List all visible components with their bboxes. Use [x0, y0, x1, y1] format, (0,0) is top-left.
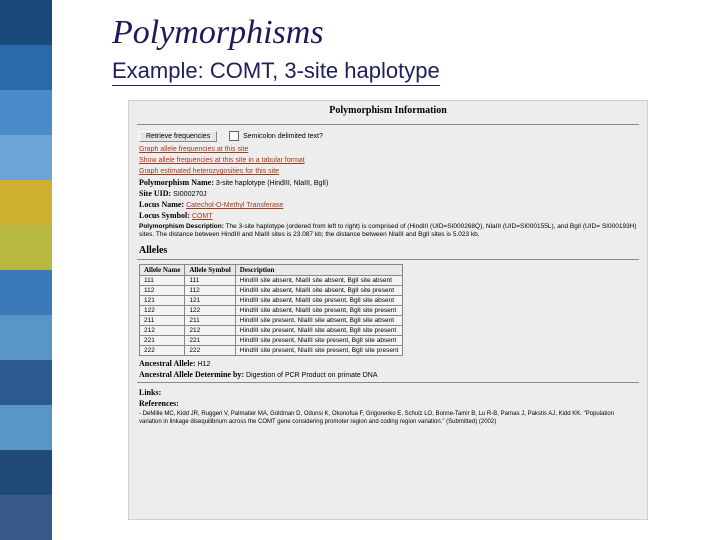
th-allele-symbol: Allele Symbol	[185, 265, 235, 276]
locus-symbol-link[interactable]: COMT	[192, 213, 213, 220]
table-cell: 112	[140, 286, 185, 296]
table-cell: 111	[140, 276, 185, 286]
table-cell: 122	[185, 306, 235, 316]
refs-text: - DeMille MC, Kidd JR, Ruggeri V, Palmat…	[129, 409, 647, 428]
th-allele-name: Allele Name	[140, 265, 185, 276]
table-cell: 111	[185, 276, 235, 286]
locus-name-label: Locus Name:	[139, 200, 184, 209]
table-cell: HindIII site present, NlaIII site presen…	[235, 346, 403, 356]
link-show-tabular[interactable]: Show allele frequencies at this site in …	[139, 157, 305, 164]
table-row: 112112HindIII site absent, NlaIII site a…	[140, 286, 403, 296]
table-row: 122122HindIII site absent, NlaIII site p…	[140, 306, 403, 316]
link-graph-het[interactable]: Graph estimated heterozygosities for thi…	[139, 168, 279, 175]
semicolon-label: Semicolon delimited text?	[243, 133, 323, 140]
table-cell: HindIII site absent, NlaIII site present…	[235, 306, 403, 316]
table-row: 211211HindIII site present, NlaIII site …	[140, 316, 403, 326]
semicolon-checkbox[interactable]	[229, 131, 239, 141]
table-cell: 221	[140, 336, 185, 346]
locus-name-link[interactable]: Catechol-O-Methyl Transferase	[186, 202, 283, 209]
panel-title: Polymorphism Information	[129, 101, 647, 122]
table-cell: 222	[140, 346, 185, 356]
table-cell: HindIII site absent, NlaIII site absent,…	[235, 276, 403, 286]
table-cell: HindIII site absent, NlaIII site present…	[235, 296, 403, 306]
ancestral-allele-label: Ancestral Allele:	[139, 359, 196, 368]
th-description: Description	[235, 265, 403, 276]
site-uid-value: SI000270J	[173, 191, 206, 198]
allele-table: Allele Name Allele Symbol Description 11…	[139, 264, 403, 356]
ancestral-det-value: Digestion of PCR Product on primate DNA	[246, 372, 378, 379]
locus-symbol-label: Locus Symbol:	[139, 211, 190, 220]
table-cell: 121	[185, 296, 235, 306]
retrieve-row: Retrieve frequencies Semicolon delimited…	[129, 129, 647, 144]
table-cell: 112	[185, 286, 235, 296]
poly-name-value: 3-site haplotype (HindIII, NlaIII, BglI)	[216, 180, 328, 187]
poly-name-label: Polymorphism Name:	[139, 178, 214, 187]
links-label: Links:	[139, 388, 161, 397]
table-row: 121121HindIII site absent, NlaIII site p…	[140, 296, 403, 306]
slide-body: Polymorphisms Example: COMT, 3-site hapl…	[52, 0, 720, 540]
table-row: 221221HindIII site present, NlaIII site …	[140, 336, 403, 346]
table-row: 212212HindIII site present, NlaIII site …	[140, 326, 403, 336]
retrieve-button[interactable]: Retrieve frequencies	[139, 131, 217, 142]
table-cell: 211	[185, 316, 235, 326]
table-cell: 212	[140, 326, 185, 336]
site-uid-label: Site UID:	[139, 189, 171, 198]
table-cell: 222	[185, 346, 235, 356]
table-cell: 212	[185, 326, 235, 336]
table-cell: HindIII site present, NlaIII site absent…	[235, 326, 403, 336]
table-cell: 221	[185, 336, 235, 346]
link-graph-allele[interactable]: Graph allele frequencies at this site	[139, 146, 248, 153]
table-cell: HindIII site present, NlaIII site presen…	[235, 336, 403, 346]
table-cell: 122	[140, 306, 185, 316]
table-row: 111111HindIII site absent, NlaIII site a…	[140, 276, 403, 286]
table-cell: HindIII site present, NlaIII site absent…	[235, 316, 403, 326]
table-cell: 121	[140, 296, 185, 306]
table-cell: HindIII site absent, NlaIII site absent,…	[235, 286, 403, 296]
alleles-section-title: Alleles	[129, 241, 647, 257]
slide-title: Polymorphisms	[112, 14, 324, 52]
table-cell: 211	[140, 316, 185, 326]
table-row: 222222HindIII site present, NlaIII site …	[140, 346, 403, 356]
polymorphism-info-panel: Polymorphism Information Retrieve freque…	[128, 100, 648, 520]
poly-desc-label: Polymorphism Description:	[139, 223, 224, 230]
ancestral-allele-value: H12	[198, 361, 211, 368]
refs-label: References:	[139, 399, 179, 408]
slide-subtitle: Example: COMT, 3-site haplotype	[112, 58, 440, 86]
decorative-sidebar	[0, 0, 52, 540]
ancestral-det-label: Ancestral Allele Determine by:	[139, 370, 244, 379]
